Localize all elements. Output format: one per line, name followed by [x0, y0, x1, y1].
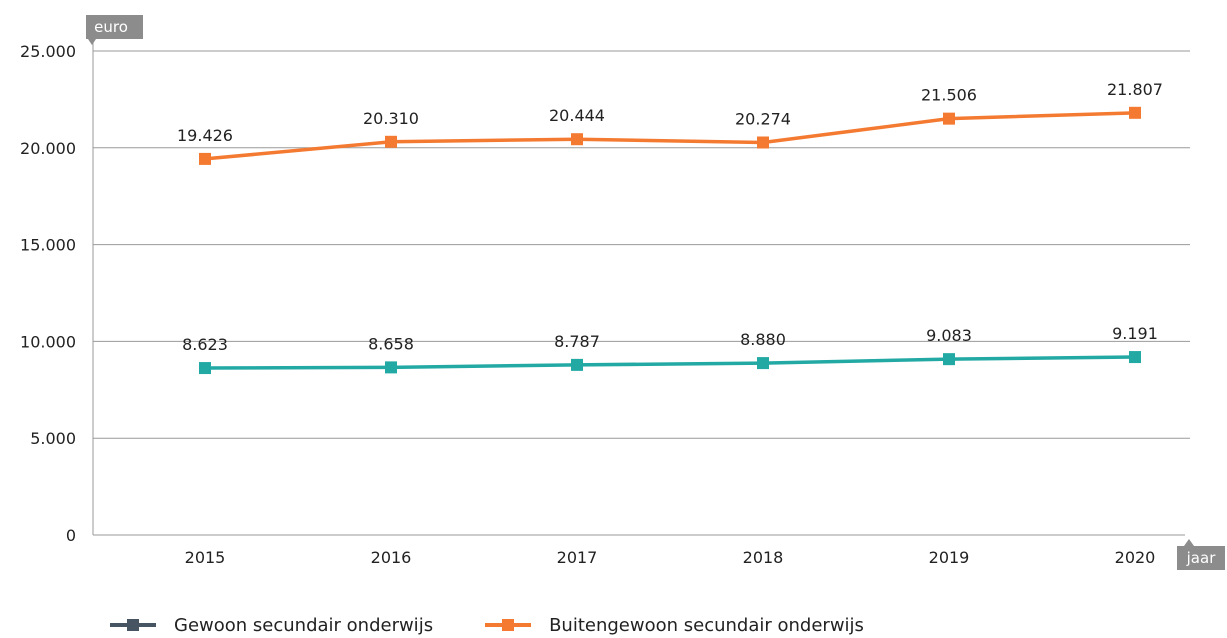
x-tick-label: 2016	[371, 548, 412, 567]
y-axis-label: euro	[94, 18, 128, 36]
data-point-marker	[199, 152, 211, 165]
legend-swatch-buitengewoon	[485, 618, 532, 632]
data-point-marker	[943, 112, 955, 125]
data-label: 8.787	[554, 332, 600, 351]
y-axis-unit-tag: euro	[86, 15, 143, 45]
y-tick-label: 10.000	[20, 332, 76, 351]
data-label: 19.426	[177, 126, 233, 145]
x-axis-unit-tag: jaar	[1177, 539, 1225, 570]
series-line-gewoon	[204, 355, 1136, 370]
axes	[92, 28, 1185, 536]
legend: Gewoon secundair onderwijs Buitengewoon …	[110, 612, 916, 638]
data-label: 9.083	[926, 326, 972, 345]
x-tick-label: 2017	[557, 548, 598, 567]
data-point-marker	[571, 358, 583, 371]
x-tick-label: 2020	[1115, 548, 1156, 567]
y-tick-labels: 0 5.000 10.000 15.000 20.000 25.000	[20, 42, 76, 545]
grid-lines	[93, 50, 1190, 439]
series-markers	[199, 106, 1141, 375]
data-label: 9.191	[1112, 324, 1158, 343]
data-label: 20.274	[735, 109, 791, 128]
data-label: 8.658	[368, 334, 414, 353]
data-point-marker	[199, 362, 211, 375]
data-label: 8.623	[182, 335, 228, 354]
x-tick-label: 2018	[743, 548, 784, 567]
data-point-marker	[1129, 351, 1141, 364]
data-point-marker	[385, 135, 397, 148]
data-point-marker	[385, 361, 397, 374]
data-label: 20.310	[363, 109, 419, 128]
data-label-background	[171, 124, 239, 145]
series-line-buitengewoon	[204, 111, 1136, 161]
y-tick-label: 15.000	[20, 236, 76, 255]
data-point-marker	[757, 136, 769, 149]
data-point-marker	[757, 357, 769, 370]
data-point-marker	[943, 353, 955, 366]
y-tick-label: 5.000	[30, 429, 76, 448]
x-axis-label: jaar	[1186, 549, 1217, 567]
data-point-marker	[571, 133, 583, 146]
legend-item-buitengewoon: Buitengewoon secundair onderwijs	[485, 615, 864, 636]
y-tick-label: 0	[66, 526, 76, 545]
data-point-marker	[1129, 106, 1141, 119]
y-tick-label: 20.000	[20, 139, 76, 158]
series-lines	[204, 111, 1136, 370]
data-labels: 8.623 8.658 8.787 8.880 9.083 9.191 19.426 20.3…	[171, 80, 1163, 354]
data-label: 8.880	[740, 330, 786, 349]
x-tick-label: 2019	[929, 548, 970, 567]
legend-label-buitengewoon: Buitengewoon secundair onderwijs	[549, 614, 864, 636]
data-label: 21.506	[921, 86, 977, 105]
legend-item-gewoon: Gewoon secundair onderwijs	[110, 615, 433, 636]
legend-label-gewoon: Gewoon secundair onderwijs	[174, 614, 434, 636]
data-label: 21.807	[1107, 80, 1163, 99]
x-tick-label: 2015	[185, 548, 226, 567]
data-label: 20.444	[549, 106, 605, 125]
axis-unit-tags: euro jaar	[86, 15, 1225, 570]
y-tick-label: 25.000	[20, 42, 76, 61]
x-tick-labels: 2015 2016 2017 2018 2019 2020	[185, 548, 1156, 567]
legend-swatch-gewoon	[110, 618, 156, 632]
